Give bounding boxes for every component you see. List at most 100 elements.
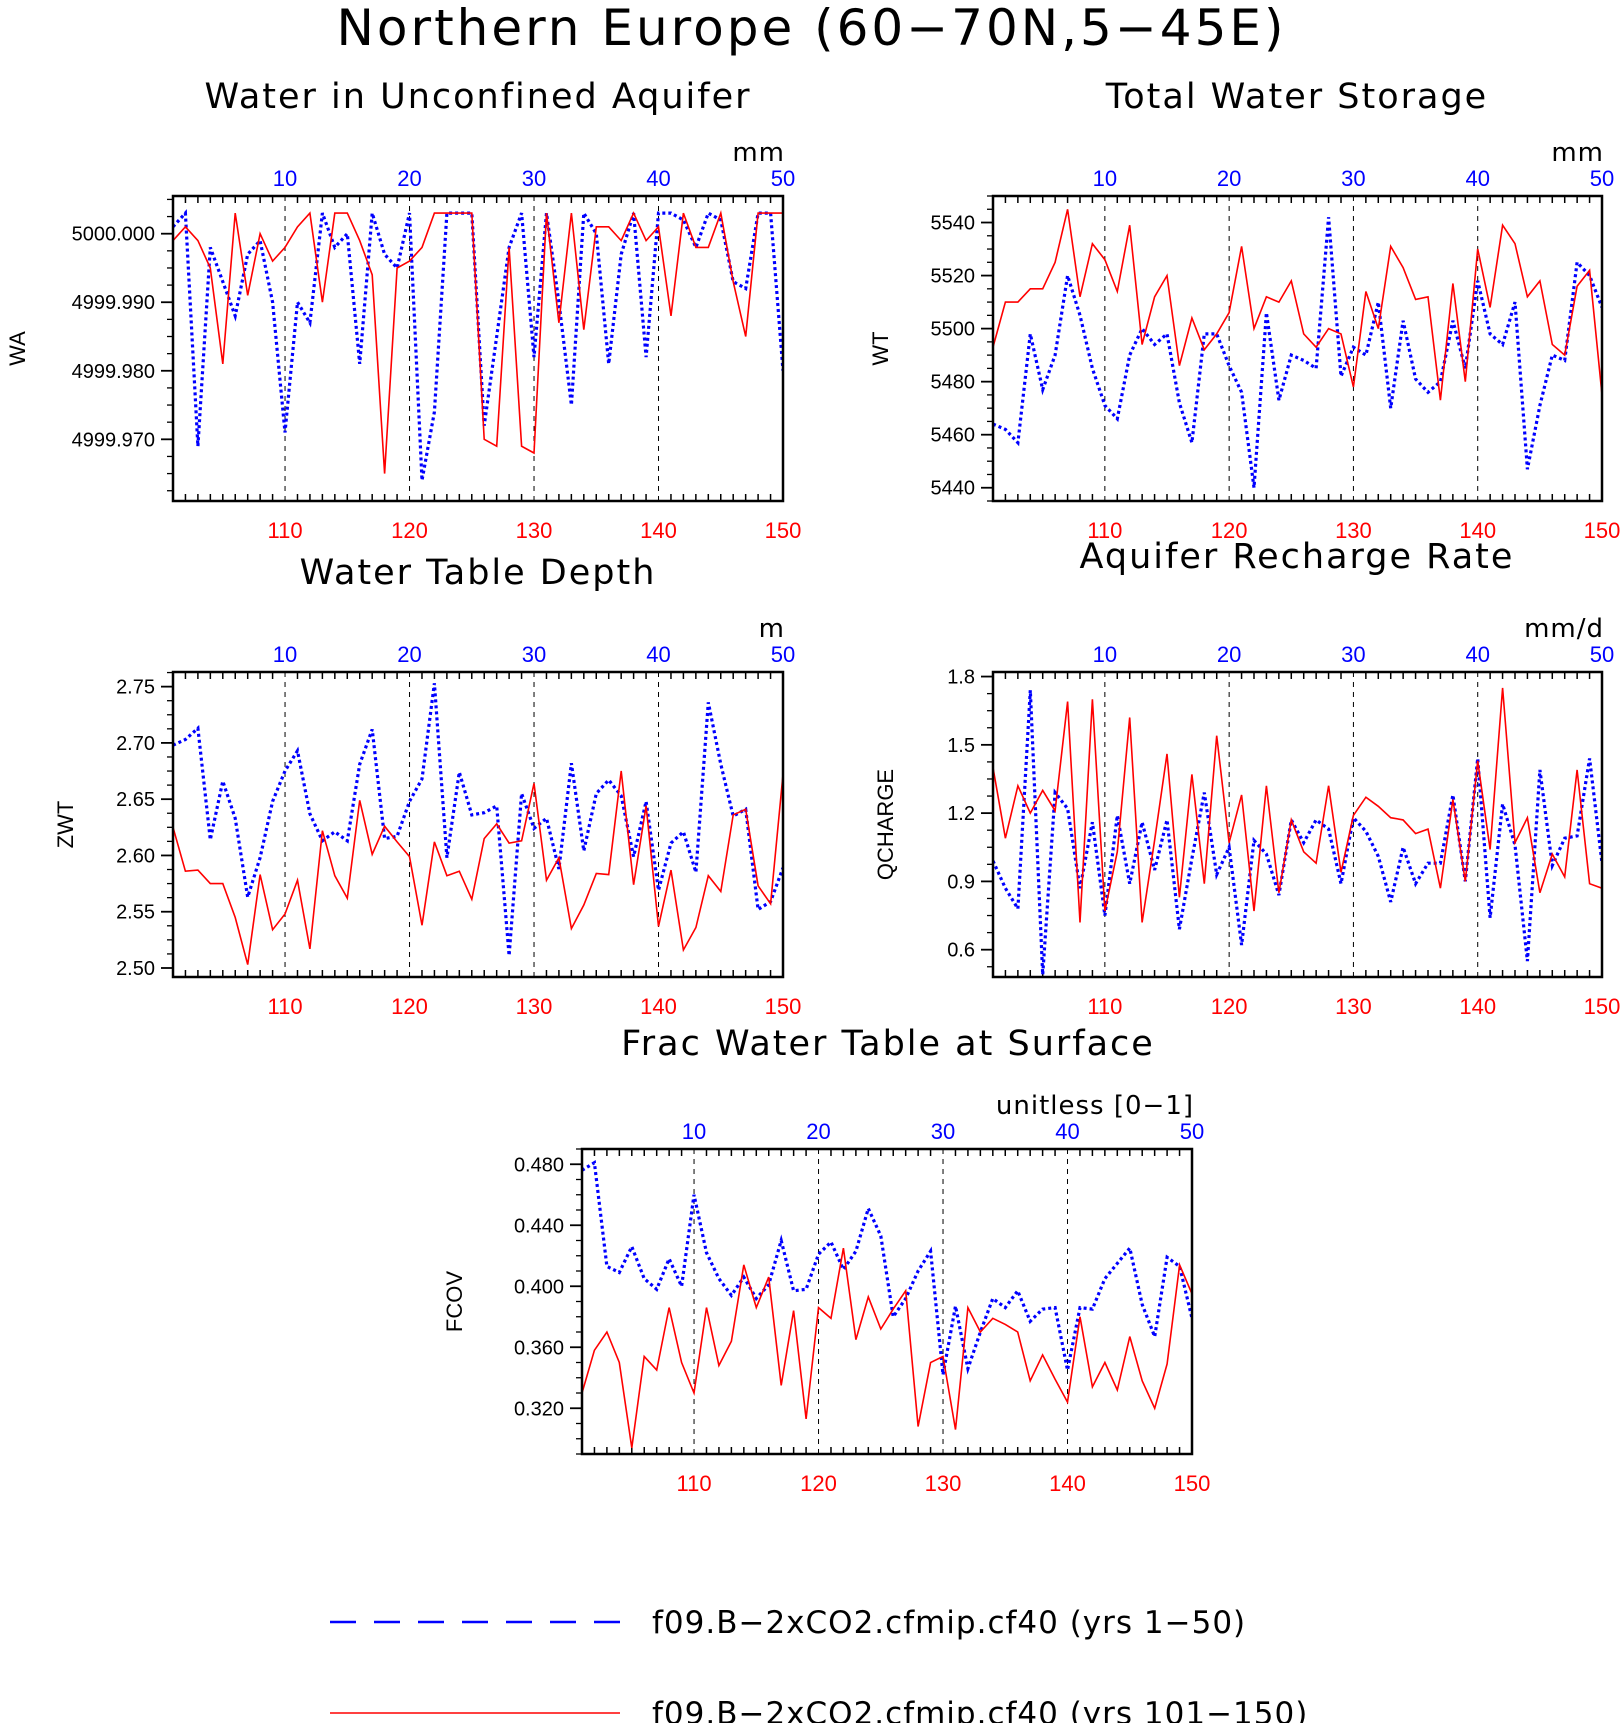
y-tick-label: 1.2 <box>947 803 975 825</box>
y-axis-label: WT <box>868 331 893 365</box>
x-top-tick-label: 20 <box>1217 166 1241 191</box>
x-bottom-tick-label: 130 <box>1335 518 1372 543</box>
y-axis-label: WA <box>5 331 30 366</box>
y-tick-label: 0.6 <box>947 940 975 962</box>
units-label: m <box>759 614 785 644</box>
y-tick-label: 1.5 <box>947 735 975 757</box>
series-line-yrs-1-50 <box>582 1160 1192 1375</box>
x-bottom-tick-label: 130 <box>516 518 553 543</box>
plot-frame <box>580 1147 1194 1456</box>
x-bottom-tick-label: 140 <box>1049 1471 1086 1496</box>
x-bottom-tick-label: 150 <box>1584 994 1621 1019</box>
x-bottom-tick-label: 120 <box>1211 994 1248 1019</box>
plot-frame <box>991 670 1604 979</box>
chart-panel-1: Water in Unconfined Aquifer mm 10 20 30 40 50 1… <box>5 77 801 543</box>
units-label: mm <box>732 138 785 168</box>
x-top-tick-label: 40 <box>646 166 670 191</box>
series-line-yrs-1-50 <box>993 690 1602 975</box>
y-tick-label: 2.50 <box>116 958 155 980</box>
panel-title: Total Water Storage <box>1105 77 1488 117</box>
y-tick-label: 2.75 <box>116 677 155 699</box>
x-bottom-tick-label: 110 <box>268 518 303 543</box>
x-top-tick-label: 20 <box>397 642 421 667</box>
x-top-tick-label: 20 <box>1217 642 1241 667</box>
y-tick-label: 4999.990 <box>72 292 155 314</box>
y-tick-label: 5480 <box>931 372 976 394</box>
x-top-tick-label: 40 <box>646 642 670 667</box>
x-top-tick-label: 30 <box>1341 166 1365 191</box>
series-line-yrs-101-150 <box>582 1247 1192 1449</box>
y-tick-label: 4999.970 <box>72 429 155 451</box>
y-tick-label: 5500 <box>931 319 976 341</box>
x-bottom-tick-label: 130 <box>1335 994 1372 1019</box>
x-top-tick-label: 50 <box>771 642 795 667</box>
units-label: mm <box>1551 138 1604 168</box>
y-tick-label: 2.60 <box>116 845 155 867</box>
y-tick-label: 5000.000 <box>72 224 155 246</box>
x-bottom-tick-label: 130 <box>925 1471 962 1496</box>
x-bottom-tick-label: 150 <box>765 994 802 1019</box>
panel-title: Water in Unconfined Aquifer <box>204 77 751 117</box>
y-tick-label: 0.9 <box>947 871 975 893</box>
y-tick-label: 5520 <box>931 266 976 288</box>
x-top-tick-label: 20 <box>806 1119 830 1144</box>
units-label: mm/d <box>1524 614 1604 644</box>
x-top-tick-label: 50 <box>771 166 795 191</box>
x-bottom-tick-label: 140 <box>1459 994 1496 1019</box>
series-line-yrs-101-150 <box>173 770 783 965</box>
legend: f09.B−2xCO2.cfmip.cf40 (yrs 1−50) f09.B−2… <box>330 1605 1308 1723</box>
legend-label: f09.B−2xCO2.cfmip.cf40 (yrs 1−50) <box>652 1605 1246 1641</box>
x-bottom-tick-label: 140 <box>640 518 677 543</box>
x-bottom-tick-label: 140 <box>1459 518 1496 543</box>
x-top-tick-label: 40 <box>1465 166 1489 191</box>
series-line-yrs-1-50 <box>173 207 783 481</box>
units-label: unitless [0−1] <box>996 1091 1194 1121</box>
x-bottom-tick-label: 140 <box>640 994 677 1019</box>
x-top-tick-label: 30 <box>522 166 546 191</box>
y-tick-label: 4999.980 <box>72 361 155 383</box>
x-top-tick-label: 50 <box>1180 1119 1204 1144</box>
series-line-yrs-1-50 <box>993 217 1602 488</box>
x-top-tick-label: 10 <box>1093 642 1117 667</box>
x-bottom-tick-label: 110 <box>677 1471 712 1496</box>
plot-frame <box>171 194 785 503</box>
x-bottom-tick-label: 120 <box>391 994 428 1019</box>
series-line-yrs-1-50 <box>173 683 783 956</box>
x-bottom-tick-label: 110 <box>1087 518 1122 543</box>
series-line-yrs-101-150 <box>173 210 783 474</box>
x-top-tick-label: 30 <box>522 642 546 667</box>
y-tick-label: 0.360 <box>514 1337 564 1359</box>
y-axis-label: QCHARGE <box>873 769 898 880</box>
y-axis-label: FCOV <box>442 1271 467 1332</box>
y-tick-label: 2.65 <box>116 789 155 811</box>
plot-frame <box>991 194 1604 503</box>
series-line-yrs-101-150 <box>993 209 1602 401</box>
y-tick-label: 5460 <box>931 425 976 447</box>
x-bottom-tick-label: 120 <box>1211 518 1248 543</box>
x-top-tick-label: 50 <box>1590 642 1614 667</box>
panel-title: Water Table Depth <box>300 553 657 593</box>
chart-panel-5: Frac Water Table at Surface unitless [0−1… <box>442 1024 1210 1496</box>
y-tick-label: 0.400 <box>514 1276 564 1298</box>
y-tick-label: 1.8 <box>947 667 975 689</box>
y-tick-label: 0.480 <box>514 1154 564 1176</box>
y-tick-label: 2.70 <box>116 733 155 755</box>
x-top-tick-label: 40 <box>1465 642 1489 667</box>
chart-panel-4: Aquifer Recharge Rate mm/d 10 20 30 40 50 110 12… <box>873 537 1620 1019</box>
x-top-tick-label: 20 <box>397 166 421 191</box>
x-top-tick-label: 10 <box>1093 166 1117 191</box>
x-bottom-tick-label: 110 <box>268 994 303 1019</box>
legend-label: f09.B−2xCO2.cfmip.cf40 (yrs 101−150) <box>652 1696 1308 1723</box>
y-tick-label: 5540 <box>931 213 976 235</box>
page-title: Northern Europe (60−70N,5−45E) <box>336 0 1287 57</box>
x-bottom-tick-label: 150 <box>1584 518 1621 543</box>
x-top-tick-label: 40 <box>1055 1119 1079 1144</box>
x-top-tick-label: 10 <box>273 642 297 667</box>
x-bottom-tick-label: 150 <box>765 518 802 543</box>
series-line-yrs-101-150 <box>993 687 1602 923</box>
x-top-tick-label: 10 <box>682 1119 706 1144</box>
chart-panel-3: Water Table Depth m 10 20 30 40 50 110 120 130 140… <box>53 553 801 1019</box>
y-tick-label: 0.440 <box>514 1215 564 1237</box>
panel-title: Aquifer Recharge Rate <box>1080 537 1515 577</box>
